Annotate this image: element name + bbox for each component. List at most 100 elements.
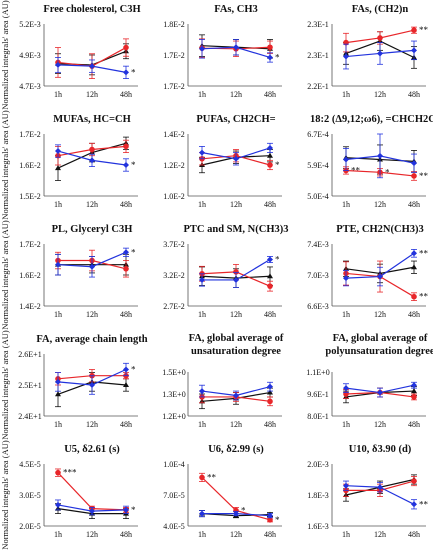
significance-marker: ** bbox=[419, 499, 429, 509]
data-point-blue bbox=[233, 155, 239, 162]
panel-12: FA, global average of polyunsaturation de… bbox=[306, 333, 433, 429]
significance-marker: ** bbox=[419, 292, 429, 302]
data-point-blue bbox=[233, 276, 239, 283]
data-point-black bbox=[267, 152, 273, 158]
data-point-blue bbox=[411, 382, 417, 389]
x-tick-label: 1h bbox=[54, 200, 62, 209]
y-tick-label: 2.0E-3 bbox=[307, 460, 329, 469]
panel-3: FAs, (CH2)n 2.2E-1 2.3E-1 2.3E-1 1h 12h 48h ** bbox=[307, 4, 428, 99]
panel-title: U6, δ2.99 (s) bbox=[208, 444, 264, 455]
y-tick-label: 1.8E-3 bbox=[307, 491, 329, 500]
data-point-blue bbox=[55, 148, 61, 155]
panel-9: PTE, CH2N(CH3)3 6.6E-3 7.0E-3 7.4E-3 1h 12h 48… bbox=[307, 224, 428, 319]
data-point-red bbox=[267, 162, 273, 168]
y-tick-label: 3.2E-2 bbox=[163, 271, 185, 280]
panel-title: 18:2 (Δ9,12;ω6), =CHCH2CH= bbox=[310, 114, 433, 125]
y-tick-label: 2.3E-1 bbox=[307, 20, 329, 29]
significance-marker: *** bbox=[63, 468, 77, 478]
y-axis-label: Normalized integrals' area (AU) bbox=[0, 110, 10, 220]
x-tick-label: 12h bbox=[374, 90, 386, 99]
y-tick-label: 7.0E-3 bbox=[307, 271, 329, 280]
data-point-blue bbox=[267, 383, 273, 390]
data-point-black bbox=[411, 264, 417, 270]
x-tick-label: 48h bbox=[120, 200, 132, 209]
y-tick-label: 4.7E-3 bbox=[19, 82, 41, 91]
x-tick-label: 1h bbox=[198, 420, 206, 429]
panel-title: PUFAs, CH2CH= bbox=[196, 114, 275, 125]
data-point-blue bbox=[55, 501, 61, 508]
x-tick-label: 48h bbox=[264, 200, 276, 209]
panel-4: MUFAs, HC=CH 1.5E-2 1.6E-2 1.7E-2 1h 12h 48h * N… bbox=[0, 110, 138, 220]
data-point-red bbox=[411, 27, 417, 33]
panel-title: Free cholesterol, C3H bbox=[43, 4, 140, 15]
data-point-blue bbox=[123, 249, 129, 256]
data-point-blue bbox=[343, 385, 349, 392]
x-tick-label: 1h bbox=[342, 420, 350, 429]
panel-title: U5, δ2.61 (s) bbox=[64, 444, 120, 455]
x-tick-label: 12h bbox=[374, 200, 386, 209]
y-axis-label: Normalized integrals' area (AU) bbox=[0, 440, 10, 550]
y-tick-label: 1.2E-2 bbox=[163, 161, 185, 170]
y-tick-label: 1.7E-2 bbox=[163, 51, 185, 60]
y-tick-label: 1.8E-2 bbox=[163, 20, 185, 29]
data-point-blue bbox=[377, 273, 383, 280]
x-tick-label: 12h bbox=[374, 420, 386, 429]
y-tick-label: 5.9E-4 bbox=[307, 161, 329, 170]
x-tick-label: 48h bbox=[408, 90, 420, 99]
y-tick-label: 1.6E-2 bbox=[19, 161, 41, 170]
data-point-red bbox=[123, 266, 129, 272]
data-point-blue bbox=[343, 275, 349, 282]
panel-title: polyunsaturation degree bbox=[325, 346, 433, 357]
data-point-blue bbox=[123, 366, 129, 373]
data-point-black bbox=[267, 389, 273, 395]
data-point-blue bbox=[199, 510, 205, 517]
x-tick-label: 48h bbox=[264, 310, 276, 319]
x-tick-label: 12h bbox=[230, 420, 242, 429]
data-point-blue bbox=[123, 162, 129, 168]
x-tick-label: 1h bbox=[54, 530, 62, 539]
y-tick-label: 2.3E-1 bbox=[307, 51, 329, 60]
significance-marker: ** bbox=[419, 171, 429, 181]
data-point-blue bbox=[55, 261, 61, 268]
data-point-blue bbox=[199, 276, 205, 283]
x-tick-label: 12h bbox=[86, 420, 98, 429]
y-tick-label: 4.9E-3 bbox=[19, 51, 41, 60]
data-point-black bbox=[267, 273, 273, 279]
data-point-blue bbox=[267, 512, 273, 519]
x-tick-label: 12h bbox=[230, 90, 242, 99]
data-point-blue bbox=[89, 63, 95, 70]
panel-7: PL, Glyceryl C3H 1.4E-2 1.6E-2 1.7E-2 1h 12h 4… bbox=[0, 220, 138, 330]
series-line-red bbox=[57, 472, 127, 511]
panel-11: FA, global average of unsaturation degree… bbox=[162, 333, 284, 429]
significance-marker: * bbox=[131, 365, 136, 375]
panel-6: 18:2 (Δ9,12;ω6), =CHCH2CH= 5.0E-4 5.9E-4 6.… bbox=[307, 114, 433, 209]
data-point-red bbox=[411, 293, 417, 300]
x-tick-label: 12h bbox=[374, 310, 386, 319]
panel-title: unsaturation degree bbox=[191, 346, 281, 357]
x-tick-label: 48h bbox=[408, 420, 420, 429]
y-tick-label: 5.2E-3 bbox=[19, 20, 41, 29]
data-point-blue bbox=[199, 388, 205, 395]
y-tick-label: 2.0E-5 bbox=[19, 522, 41, 531]
significance-marker: * bbox=[275, 160, 280, 170]
panel-13: U5, δ2.61 (s) 2.0E-5 3.0E-5 4.5E-5 1h 12h 48h *… bbox=[0, 440, 138, 550]
y-tick-label: 1.6E-3 bbox=[307, 522, 329, 531]
y-tick-label: 1.5E+0 bbox=[162, 368, 185, 377]
significance-marker: * bbox=[131, 247, 136, 257]
data-point-blue bbox=[55, 378, 61, 385]
panel-title: FA, global average of bbox=[189, 333, 284, 344]
data-point-red bbox=[411, 394, 417, 400]
x-tick-label: 1h bbox=[342, 200, 350, 209]
data-point-blue bbox=[89, 508, 95, 515]
data-point-red bbox=[267, 283, 273, 289]
y-axis-label: Normalized integrals' area (AU) bbox=[0, 0, 10, 110]
data-point-blue bbox=[199, 45, 205, 52]
y-tick-label: 1.7E-2 bbox=[163, 82, 185, 91]
x-tick-label: 48h bbox=[408, 530, 420, 539]
y-tick-label: 3.7E-2 bbox=[163, 240, 185, 249]
x-tick-label: 12h bbox=[86, 90, 98, 99]
data-point-blue bbox=[267, 256, 273, 263]
x-tick-label: 12h bbox=[374, 530, 386, 539]
data-point-black bbox=[55, 165, 61, 171]
x-tick-label: 48h bbox=[120, 530, 132, 539]
